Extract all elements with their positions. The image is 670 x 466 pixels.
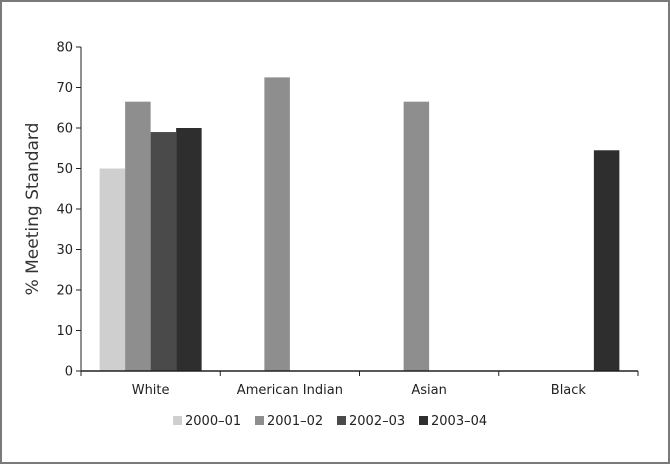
legend-label: 2001–02: [267, 414, 323, 429]
y-tick-label: 0: [65, 365, 73, 380]
legend-label: 2000–01: [185, 414, 241, 429]
legend-item: 2002–03: [337, 414, 405, 429]
x-category-label: White: [132, 383, 170, 398]
x-category-label: Black: [551, 383, 587, 398]
bar: [593, 150, 620, 371]
bar: [176, 128, 202, 371]
y-tick-label: 60: [56, 122, 73, 137]
legend-swatch: [255, 416, 264, 425]
y-tick-label: 70: [56, 81, 73, 96]
legend-swatch: [337, 416, 346, 425]
legend: 2000–01 2001–02 2002–03 2003–04: [173, 414, 487, 429]
legend-swatch: [419, 416, 428, 425]
y-tick-label: 50: [56, 162, 73, 177]
legend-item: 2000–01: [173, 414, 241, 429]
x-category-label: American Indian: [237, 383, 343, 398]
y-tick-label: 20: [56, 284, 73, 299]
bar: [150, 132, 177, 371]
x-category-label: Asian: [411, 383, 446, 398]
y-tick-label: 10: [56, 324, 73, 339]
bars: [99, 77, 620, 372]
bar: [99, 168, 126, 371]
y-tick-label: 80: [56, 41, 73, 56]
bar: [125, 101, 151, 372]
legend-label: 2003–04: [431, 414, 487, 429]
x-axis: White American Indian Asian Black: [80, 370, 639, 398]
y-axis: 0 10 20 30 40 50 60 70 80: [56, 41, 82, 380]
legend-item: 2001–02: [255, 414, 323, 429]
bar: [403, 101, 430, 372]
legend-label: 2002–03: [349, 414, 405, 429]
y-axis-label: % Meeting Standard: [23, 123, 43, 296]
y-tick-label: 40: [56, 203, 73, 218]
legend-item: 2003–04: [419, 414, 487, 429]
legend-swatch: [173, 416, 182, 425]
y-tick-label: 30: [56, 243, 73, 258]
bar: [264, 77, 290, 371]
